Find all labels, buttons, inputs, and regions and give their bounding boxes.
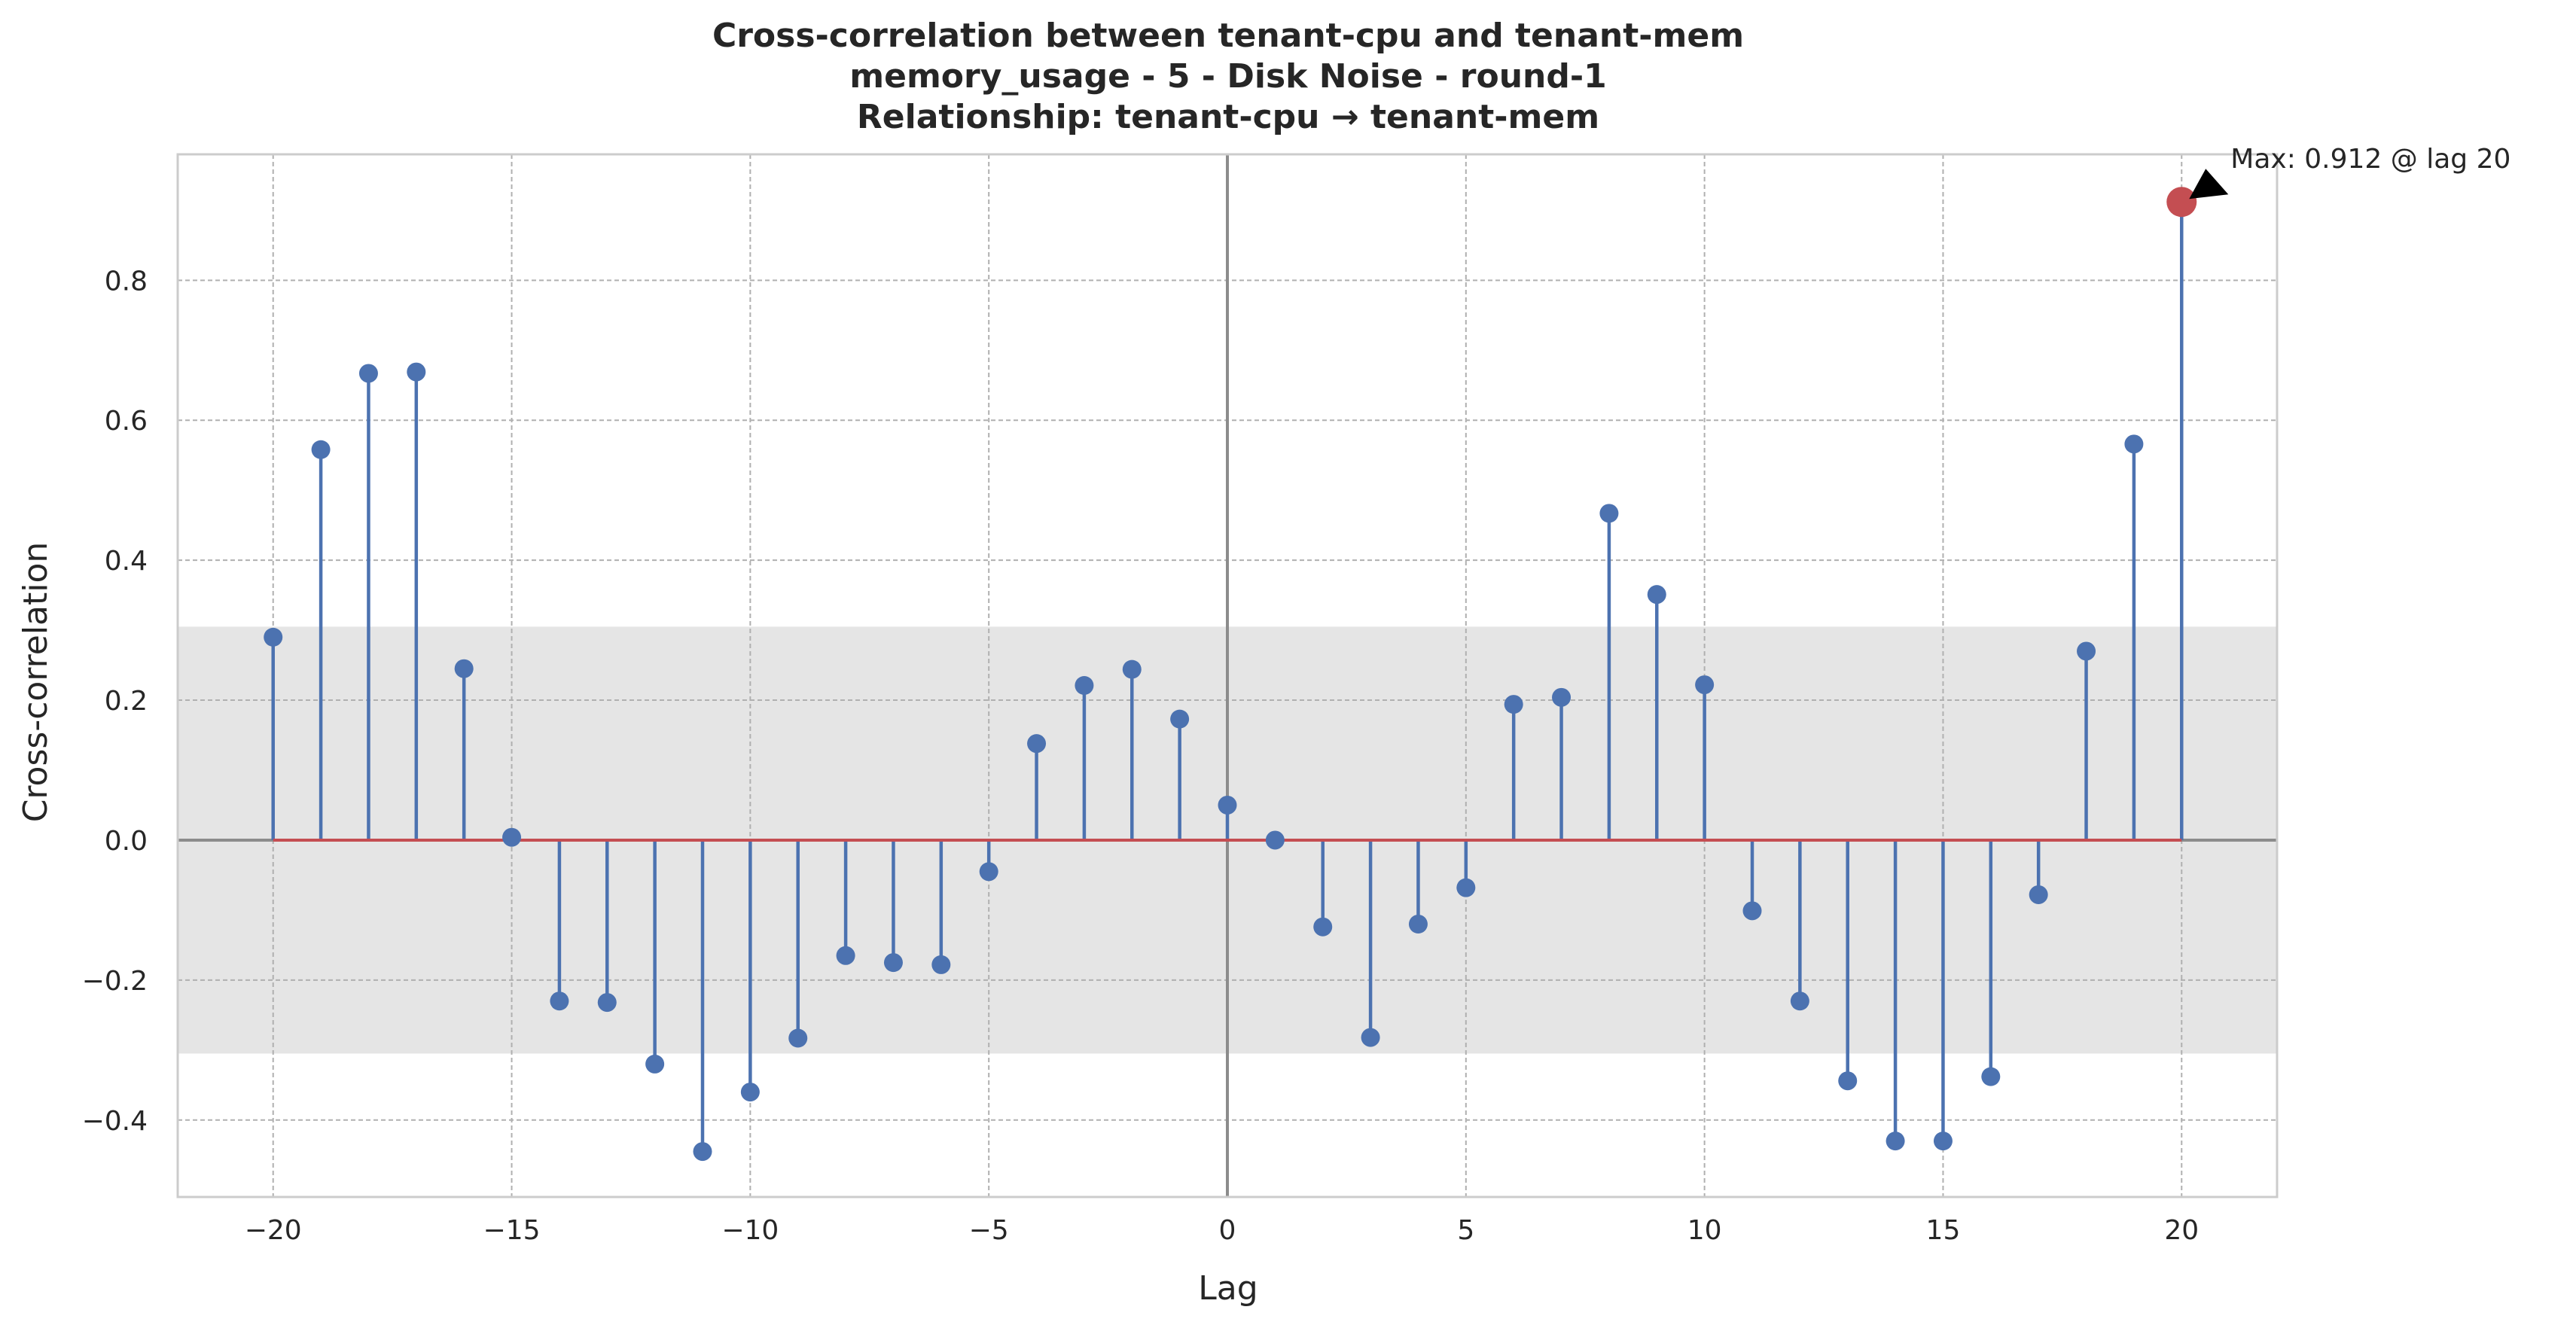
- x-tick-label-4: 0: [1219, 1215, 1236, 1246]
- marker-lag-3: [1361, 1028, 1380, 1047]
- marker-lag-10: [1695, 675, 1715, 695]
- y-tick-label-3: 0.2: [105, 686, 148, 717]
- marker-lag--17: [407, 362, 426, 382]
- marker-lag--12: [645, 1054, 665, 1074]
- marker-lag--16: [454, 659, 474, 678]
- y-axis-label: Cross-correlation: [17, 542, 55, 823]
- marker-lag-8: [1599, 504, 1619, 523]
- y-tick-label-5: 0.6: [105, 406, 148, 437]
- marker-lag--2: [1122, 659, 1142, 679]
- marker-lag-11: [1742, 901, 1762, 921]
- marker-lag-5: [1456, 878, 1476, 897]
- marker-lag-2: [1313, 917, 1333, 937]
- max-point-marker: [2166, 187, 2197, 218]
- x-tick-label-8: 20: [2164, 1215, 2199, 1246]
- x-tick-label-2: −10: [721, 1215, 779, 1246]
- marker-lag-12: [1790, 991, 1809, 1011]
- marker-lag--13: [597, 993, 617, 1013]
- marker-lag-9: [1647, 585, 1666, 605]
- chart-title-line-3: Relationship: tenant-cpu → tenant-mem: [857, 98, 1599, 136]
- y-tick-label-0: −0.4: [82, 1106, 148, 1137]
- y-tick-label-6: 0.8: [105, 266, 148, 297]
- marker-lag-4: [1408, 914, 1428, 934]
- chart-title-line-2: memory_usage - 5 - Disk Noise - round-1: [849, 57, 1607, 96]
- marker-lag-14: [1886, 1132, 1905, 1151]
- marker-lag--14: [550, 991, 569, 1011]
- marker-lag--4: [1027, 734, 1047, 754]
- marker-lag-1: [1265, 830, 1285, 850]
- x-tick-label-3: −5: [969, 1215, 1009, 1246]
- marker-lag-13: [1838, 1071, 1858, 1091]
- x-tick-label-5: 5: [1457, 1215, 1474, 1246]
- x-tick-label-1: −15: [483, 1215, 541, 1246]
- y-tick-label-4: 0.4: [105, 546, 148, 577]
- y-tick-label-2: 0.0: [105, 826, 148, 857]
- plot-frame: [176, 153, 2279, 1199]
- marker-lag--3: [1075, 676, 1094, 696]
- x-tick-labels: −20 −15 −10 −5 0 5 10 15 20: [245, 1215, 2199, 1246]
- marker-lag-19: [2124, 434, 2144, 454]
- x-tick-label-7: 15: [1926, 1215, 1961, 1246]
- marker-lag--10: [740, 1083, 760, 1102]
- marker-lag-16: [1981, 1067, 2001, 1086]
- marker-lag--18: [358, 364, 378, 383]
- marker-lag--7: [883, 953, 903, 973]
- marker-lag--20: [264, 627, 283, 647]
- y-tick-label-1: −0.2: [82, 966, 148, 997]
- marker-lag--15: [502, 827, 522, 847]
- marker-lag--5: [979, 862, 998, 882]
- marker-lag-6: [1504, 695, 1523, 714]
- marker-lag--1: [1170, 709, 1190, 729]
- marker-lag--19: [311, 440, 331, 459]
- max-annotation: Max: 0.912 @ lag 20: [2230, 144, 2510, 175]
- marker-lag-15: [1933, 1132, 1953, 1151]
- chart-title-line-1: Cross-correlation between tenant-cpu and…: [712, 17, 1744, 55]
- marker-lag-18: [2077, 641, 2096, 661]
- marker-lag--8: [836, 946, 855, 965]
- marker-lag--9: [788, 1028, 808, 1048]
- marker-lag-17: [2029, 885, 2048, 904]
- y-tick-labels: −0.4 −0.2 0.0 0.2 0.4 0.6 0.8: [82, 266, 148, 1136]
- marker-lag-7: [1552, 687, 1572, 707]
- marker-lag--6: [931, 955, 951, 974]
- x-tick-label-6: 10: [1687, 1215, 1722, 1246]
- marker-lag-0: [1218, 795, 1237, 815]
- stem-lines: [271, 202, 2184, 1152]
- annotation-arrow: [2189, 169, 2229, 199]
- marker-lag--11: [693, 1142, 712, 1162]
- plot-area: [176, 153, 2279, 1199]
- x-tick-label-0: −20: [245, 1215, 302, 1246]
- x-axis-label: Lag: [1198, 1269, 1258, 1308]
